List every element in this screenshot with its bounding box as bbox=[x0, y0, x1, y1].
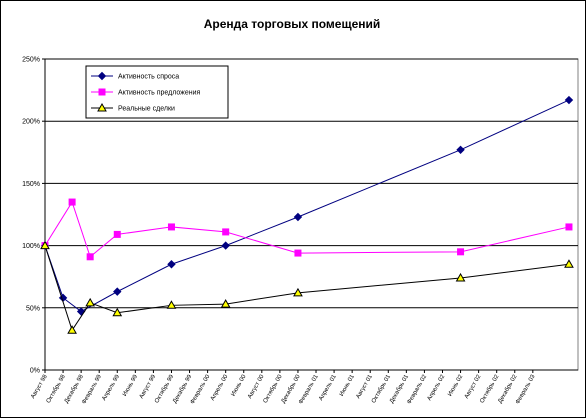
data-point bbox=[40, 240, 50, 250]
data-point bbox=[167, 223, 175, 231]
data-point bbox=[455, 272, 466, 282]
data-point bbox=[221, 241, 230, 250]
x-tick-label: Июнь 99 bbox=[122, 373, 139, 397]
x-tick-label: Февраль 03 bbox=[515, 373, 537, 405]
legend-marker bbox=[98, 88, 106, 96]
y-tick-label: 250% bbox=[22, 57, 40, 64]
x-tick-label: Август 98 bbox=[30, 373, 49, 399]
legend-label: Активность предложения bbox=[118, 90, 201, 97]
data-point bbox=[564, 259, 574, 268]
data-point bbox=[112, 307, 123, 317]
chart-title: Аренда торговых помещений bbox=[203, 17, 381, 31]
x-tick-label: Август 00 bbox=[247, 373, 266, 399]
x-tick-label: Февраль 02 bbox=[407, 373, 429, 405]
data-point bbox=[294, 249, 302, 257]
x-tick-label: Август 01 bbox=[356, 373, 375, 399]
x-tick-label: Август 99 bbox=[139, 373, 158, 399]
x-tick-label: Август 02 bbox=[464, 373, 483, 399]
y-tick-label: 0% bbox=[30, 368, 40, 375]
y-tick-label: 150% bbox=[22, 181, 40, 188]
data-point bbox=[457, 248, 465, 256]
data-point bbox=[113, 230, 121, 238]
data-point bbox=[166, 300, 177, 309]
y-tick-label: 50% bbox=[26, 305, 40, 312]
x-tick-label: Апрель 02 bbox=[427, 373, 447, 401]
data-point bbox=[564, 95, 574, 105]
x-tick-label: Июнь 02 bbox=[447, 373, 464, 397]
x-tick-label: Февраль 01 bbox=[298, 373, 320, 405]
data-point bbox=[167, 260, 176, 269]
x-tick-label: Апрель 00 bbox=[210, 373, 230, 401]
y-tick-label: 100% bbox=[22, 243, 40, 250]
x-tick-label: Февраль 00 bbox=[190, 373, 212, 405]
x-tick-label: Февраль 99 bbox=[81, 373, 103, 405]
data-point bbox=[113, 287, 122, 296]
data-point bbox=[220, 299, 231, 308]
data-point bbox=[456, 145, 465, 155]
x-tick-label: Апрель 99 bbox=[101, 373, 121, 401]
x-tick-label: Апрель 01 bbox=[318, 373, 338, 401]
data-point bbox=[565, 223, 573, 231]
legend-label: Реальные сделки bbox=[118, 106, 175, 113]
x-tick-label: Июнь 00 bbox=[230, 373, 247, 397]
legend-marker bbox=[97, 71, 107, 81]
x-tick-label: Июнь 01 bbox=[339, 373, 356, 397]
data-point bbox=[86, 253, 94, 261]
data-point bbox=[68, 198, 76, 206]
legend-label: Активность спроса bbox=[118, 74, 179, 81]
data-point bbox=[293, 212, 303, 222]
legend-marker bbox=[97, 102, 107, 112]
data-point bbox=[222, 228, 230, 236]
data-point bbox=[293, 287, 303, 297]
y-tick-label: 200% bbox=[22, 119, 40, 126]
data-point bbox=[85, 297, 96, 307]
data-point bbox=[67, 325, 77, 334]
